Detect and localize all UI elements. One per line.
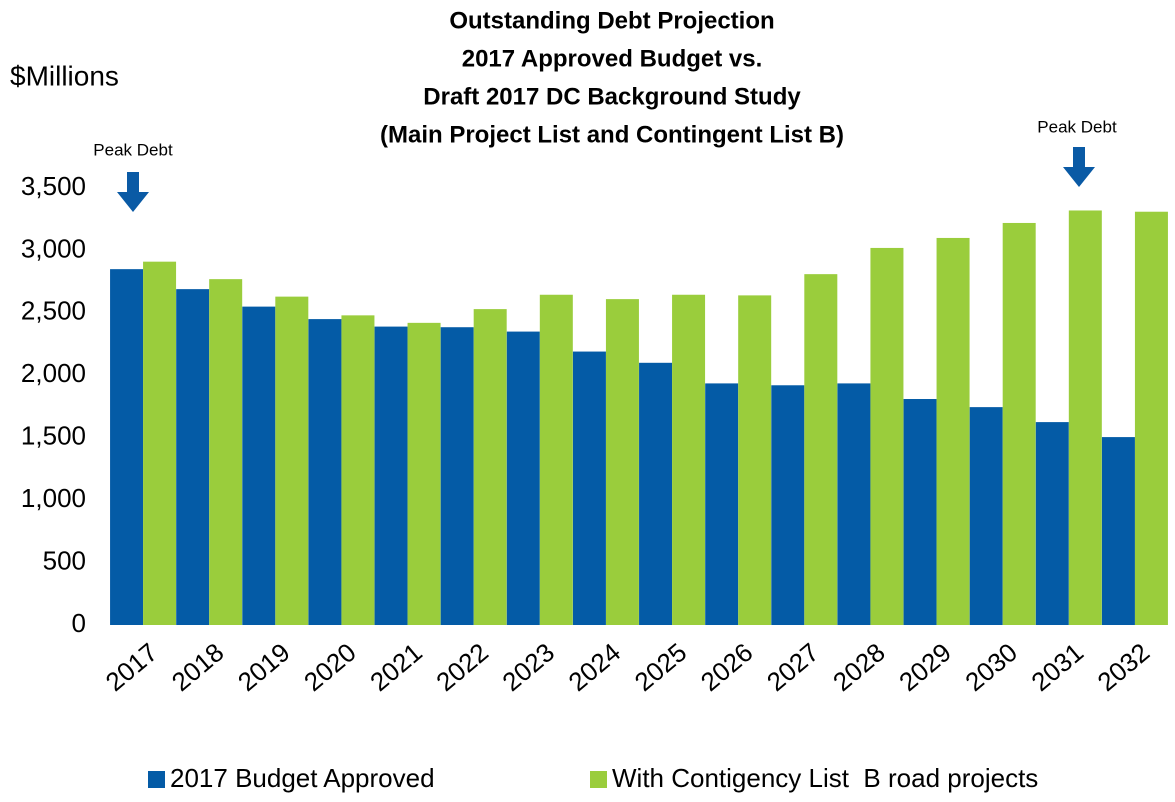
bar (672, 294, 706, 625)
x-tick-label: 2027 (761, 637, 825, 697)
legend-swatch (148, 771, 165, 788)
bar (1101, 437, 1135, 625)
bar (539, 294, 573, 625)
annotation: Peak Debt (1037, 117, 1117, 136)
y-tick-label: 1,500 (21, 421, 86, 451)
annotation-arrow (117, 172, 149, 212)
bar (1068, 210, 1102, 625)
legend-label: 2017 Budget Approved (170, 763, 435, 793)
annotation-arrow (1063, 147, 1095, 187)
bar (143, 261, 177, 625)
bar (639, 362, 673, 625)
x-tick-label: 2028 (827, 637, 891, 697)
y-tick-label: 0 (72, 608, 86, 638)
x-tick-label: 2024 (563, 637, 627, 697)
chart-title: Outstanding Debt Projection (449, 7, 774, 34)
bar (903, 399, 937, 625)
x-tick-label: 2022 (430, 637, 494, 697)
bar (407, 322, 441, 625)
bar (605, 299, 639, 625)
x-tick-label: 2023 (496, 637, 560, 697)
bar (936, 237, 970, 625)
x-tick-label: 2030 (959, 637, 1023, 697)
x-tick-label: 2031 (1025, 637, 1089, 697)
x-tick-label: 2025 (629, 637, 693, 697)
bar (969, 407, 1003, 625)
annotation: Peak Debt (93, 140, 173, 159)
bar (1035, 422, 1069, 625)
x-tick-label: 2018 (166, 637, 230, 697)
y-axis-label: $Millions (10, 60, 119, 91)
bar (804, 274, 838, 625)
x-tick-label: 2019 (232, 637, 296, 697)
bar (705, 383, 739, 625)
bar (1002, 222, 1036, 625)
x-tick-label: 2017 (100, 637, 164, 697)
x-tick-label: 2032 (1092, 637, 1156, 697)
legend-swatch (590, 771, 607, 788)
bar (275, 296, 309, 625)
y-tick-label: 3,000 (21, 233, 86, 263)
chart-title: Draft 2017 DC Background Study (423, 83, 801, 110)
bar (440, 327, 474, 625)
y-tick-label: 500 (43, 545, 86, 575)
x-tick-label: 2029 (893, 637, 957, 697)
bar (308, 319, 342, 625)
x-tick-label: 2020 (298, 637, 362, 697)
y-tick-label: 3,500 (21, 171, 86, 201)
bar (110, 269, 144, 625)
bar (473, 309, 507, 625)
x-tick-label: 2026 (695, 637, 759, 697)
bar (771, 385, 805, 625)
bar (209, 279, 243, 625)
bar (242, 306, 276, 625)
bar (341, 315, 375, 625)
y-tick-label: 1,000 (21, 483, 86, 513)
bar (506, 331, 540, 625)
y-tick-label: 2,000 (21, 358, 86, 388)
bar (176, 289, 210, 625)
x-tick-label: 2021 (364, 637, 428, 697)
bar (738, 295, 772, 625)
chart-title: (Main Project List and Contingent List B… (380, 121, 844, 148)
bar (374, 326, 408, 625)
legend-label: With Contigency List B road projects (612, 763, 1038, 793)
bar (870, 247, 904, 625)
bar (572, 351, 606, 625)
bar (1134, 211, 1168, 626)
y-tick-label: 2,500 (21, 296, 86, 326)
chart-title: 2017 Approved Budget vs. (462, 45, 763, 72)
bar (837, 383, 871, 625)
